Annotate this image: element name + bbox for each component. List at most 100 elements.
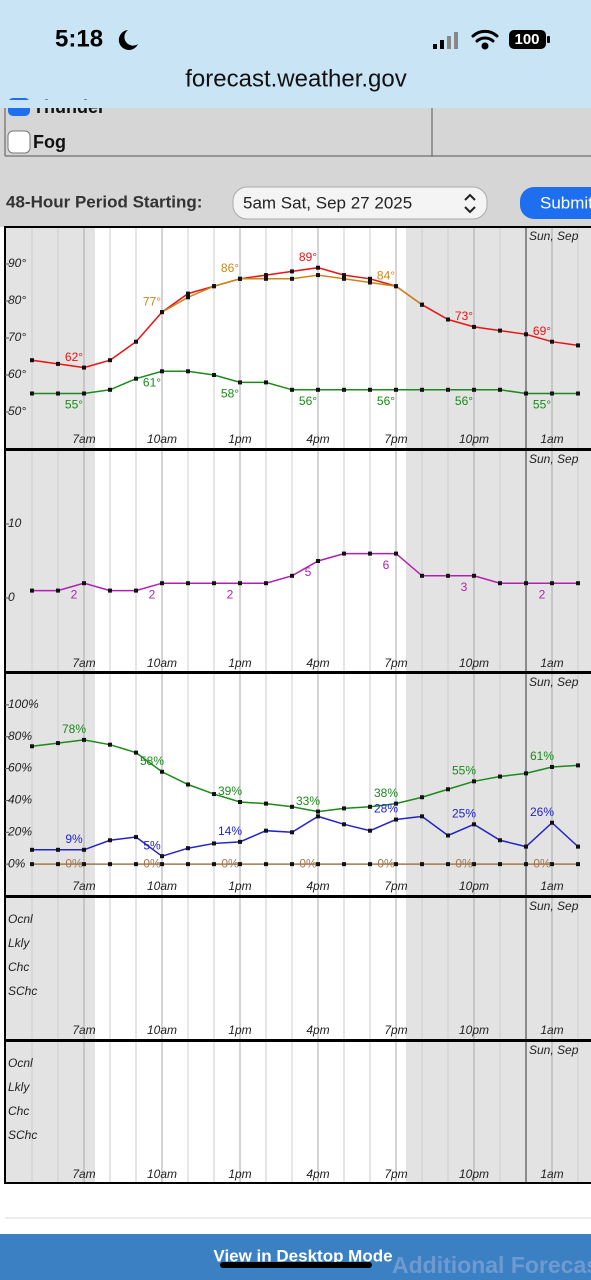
data-point [186, 291, 190, 296]
x-tick-label: 4pm [306, 1167, 329, 1181]
data-point [160, 854, 164, 859]
data-point [316, 273, 320, 278]
desktop-mode-button[interactable]: View in Desktop Mode [213, 1246, 392, 1265]
x-tick-label: 7am [72, 1167, 95, 1181]
x-tick-label: 1pm [228, 879, 251, 893]
x-tick-label: 1am [540, 879, 563, 893]
data-point [212, 284, 216, 289]
panel-border [4, 1040, 591, 1184]
data-point [342, 273, 346, 278]
data-point [368, 280, 372, 285]
y-tick-label: 50° [8, 404, 26, 418]
data-point [108, 838, 112, 843]
data-point [290, 269, 294, 274]
data-point [56, 862, 60, 867]
data-point [472, 822, 476, 827]
y-tick-label: 0 [8, 590, 15, 604]
series-line [31, 739, 579, 813]
data-point [394, 387, 398, 392]
value-label: 39% [218, 784, 242, 798]
data-point [420, 387, 424, 392]
data-point [238, 581, 242, 586]
data-point [56, 741, 60, 746]
data-point [576, 844, 580, 849]
battery-icon [509, 30, 546, 49]
x-tick-label: 7am [72, 1023, 95, 1037]
url[interactable]: forecast.weather.gov [185, 65, 406, 92]
day-label: Sun, Sep [529, 899, 579, 913]
data-point [342, 551, 346, 556]
level-label: Lkly [8, 936, 30, 950]
y-tick-label: 0% [8, 856, 26, 870]
value-label: 73° [455, 309, 473, 323]
value-label: 55° [65, 398, 83, 412]
day-label: Sun, Sep [529, 229, 579, 243]
submit-button[interactable] [520, 187, 591, 219]
day-label: Sun, Sep [529, 675, 579, 689]
data-point [394, 284, 398, 289]
focus-icon [118, 30, 138, 50]
value-label: 56° [455, 394, 473, 408]
data-point [316, 559, 320, 563]
data-point [82, 847, 86, 852]
value-label: 2 [227, 587, 234, 601]
value-label: 38% [374, 786, 398, 800]
data-point [368, 828, 372, 833]
period-label: 48-Hour Period Starting: [6, 192, 202, 211]
x-tick-label: 10am [147, 656, 177, 670]
data-point [134, 862, 138, 867]
x-tick-label: 1pm [228, 432, 251, 446]
data-point [82, 862, 86, 867]
data-point [394, 862, 398, 867]
data-point [238, 862, 242, 867]
additional-link[interactable]: Additional Forecast [392, 1252, 591, 1278]
data-point [420, 814, 424, 819]
data-point [186, 295, 190, 300]
data-point [30, 744, 34, 749]
x-tick-label: 7pm [384, 1023, 407, 1037]
data-point [394, 817, 398, 822]
value-label: 58° [221, 387, 239, 401]
data-point [290, 276, 294, 281]
value-label: 89° [299, 250, 317, 264]
period-value: 5am Sat, Sep 27 2025 [243, 193, 412, 212]
data-point [264, 801, 268, 806]
data-point [498, 581, 502, 586]
data-point [290, 804, 294, 809]
data-point [550, 339, 554, 344]
data-point [82, 365, 86, 370]
data-point [30, 358, 34, 363]
data-point [290, 830, 294, 835]
data-point [290, 387, 294, 392]
data-point [368, 551, 372, 556]
value-label: 62° [65, 350, 83, 364]
data-point [498, 328, 502, 333]
data-point [316, 387, 320, 392]
x-tick-label: 10am [147, 1167, 177, 1181]
data-point [30, 391, 34, 396]
data-point [290, 862, 294, 867]
data-point [576, 391, 580, 396]
data-point [446, 787, 450, 792]
y-tick-label: 60% [8, 761, 32, 775]
y-tick-label: 60° [8, 367, 26, 381]
submit-label: Submit [540, 193, 591, 212]
period-select[interactable] [232, 186, 488, 220]
data-point [498, 862, 502, 867]
data-point [186, 369, 190, 374]
value-label: 26% [530, 805, 554, 819]
data-point [420, 302, 424, 307]
data-point [212, 862, 216, 867]
x-tick-label: 4pm [306, 879, 329, 893]
data-point [160, 581, 164, 586]
data-point [30, 588, 34, 593]
data-point [524, 581, 528, 586]
y-tick-label: 80° [8, 293, 26, 307]
data-point [446, 862, 450, 867]
level-label: Ocnl [8, 1056, 33, 1070]
data-point [212, 792, 216, 797]
checkbox[interactable] [7, 130, 31, 154]
data-point [342, 822, 346, 827]
series-line [31, 266, 579, 369]
data-point [576, 763, 580, 768]
